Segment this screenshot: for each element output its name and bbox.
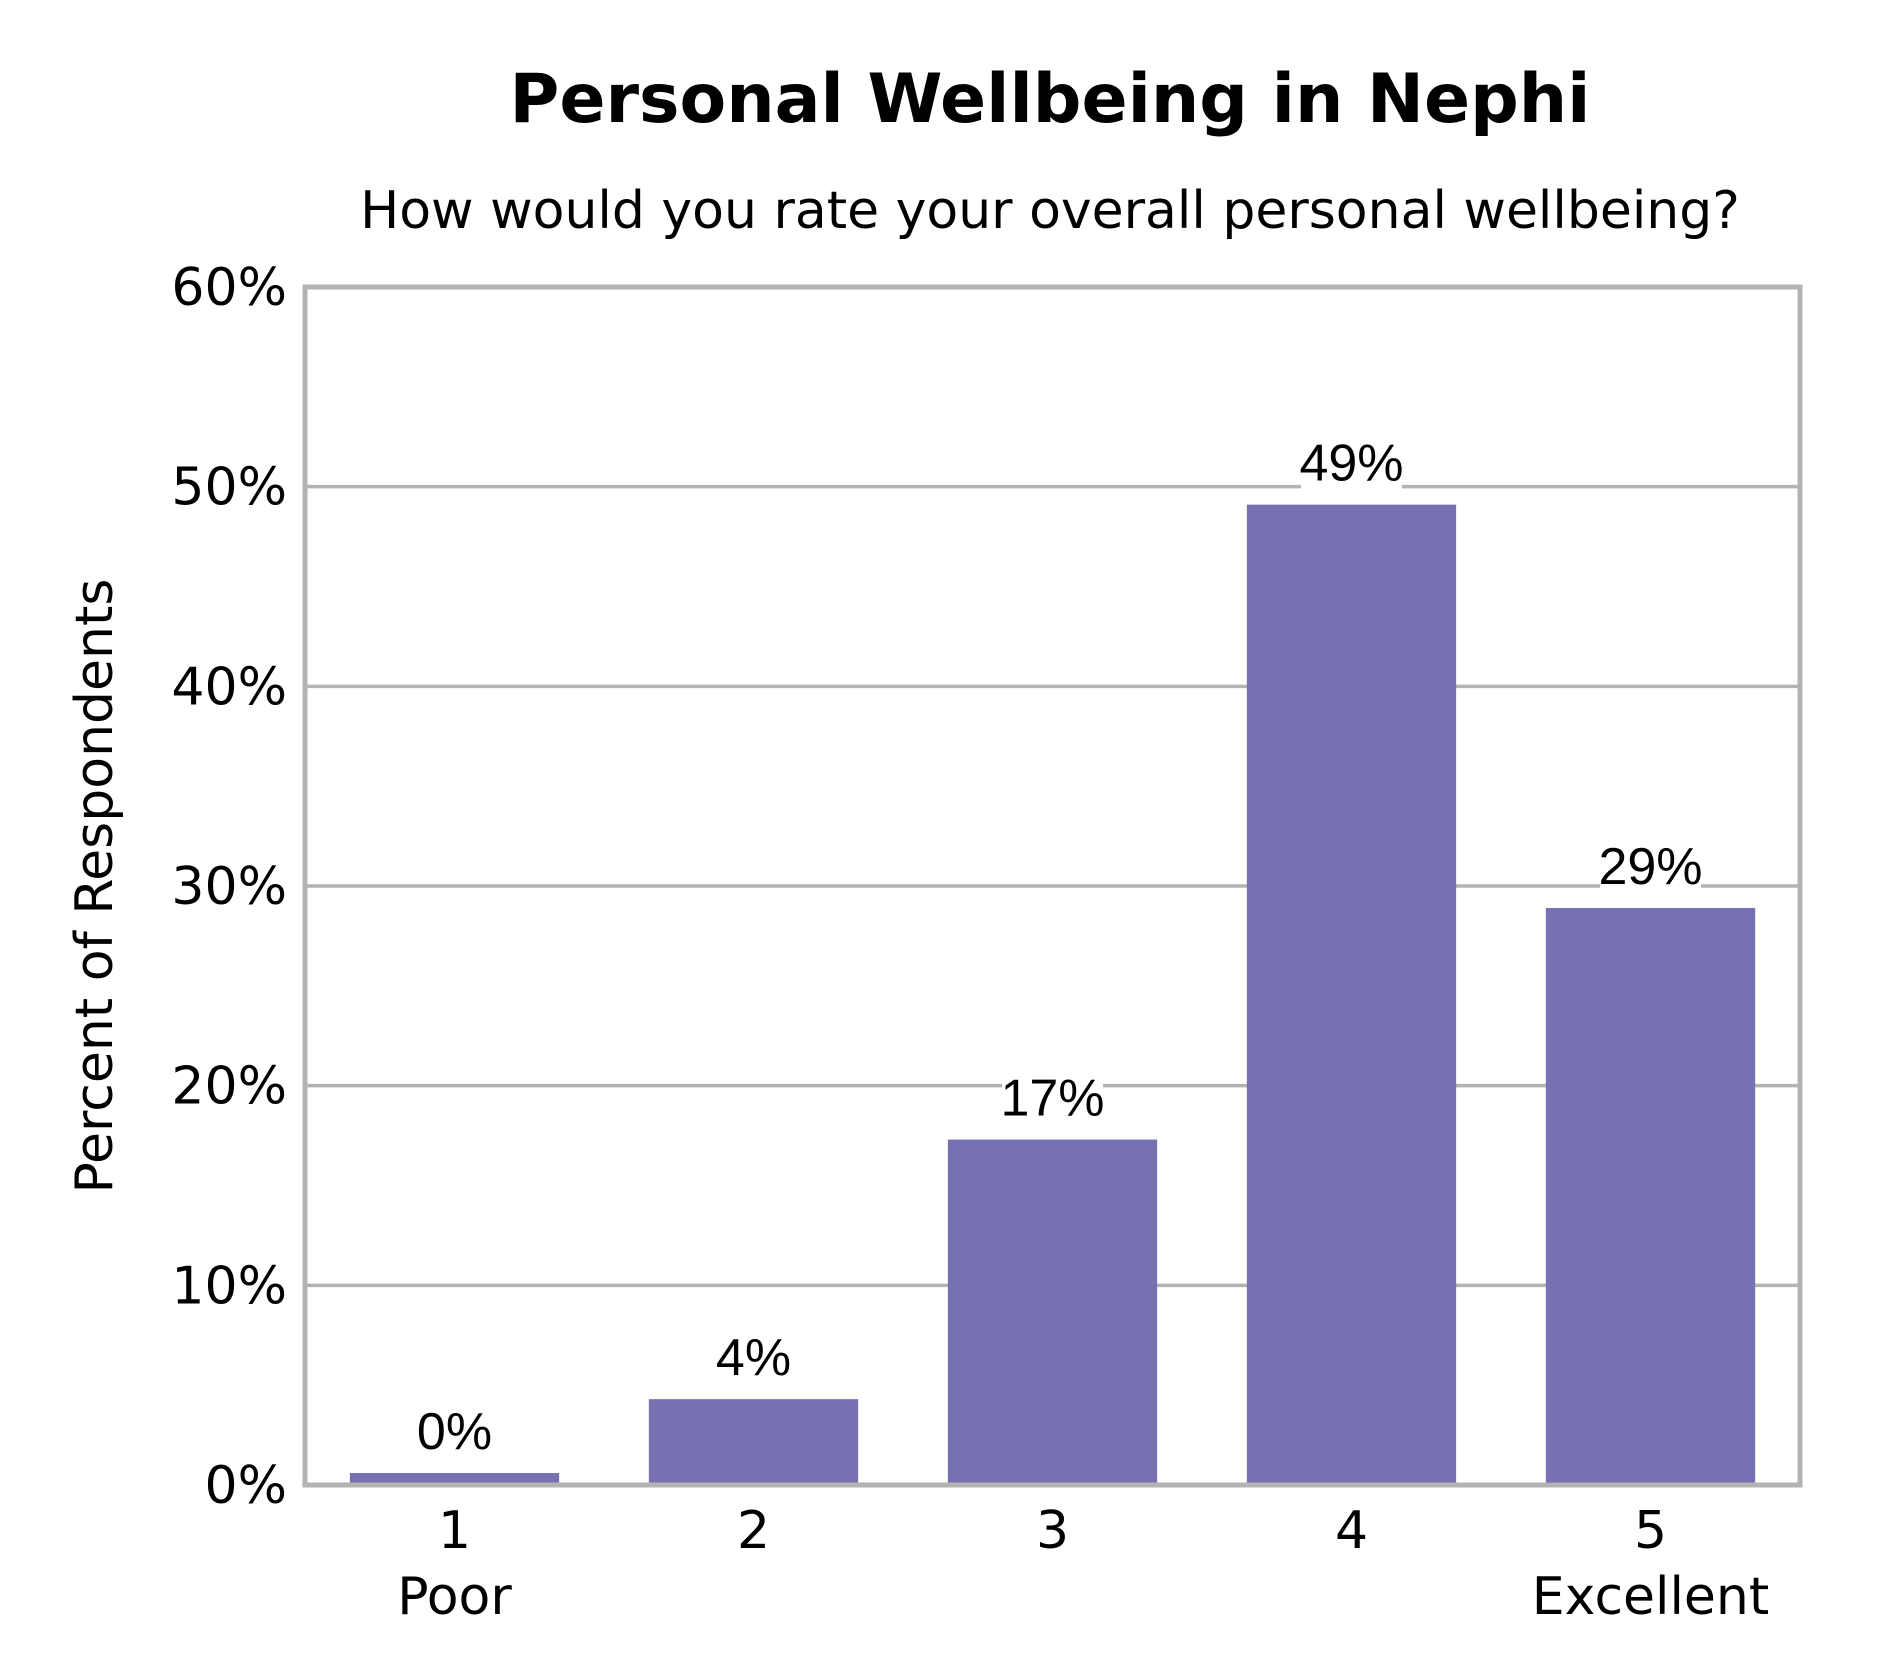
data-label-background bbox=[418, 1405, 491, 1462]
y-tick-label: 40% bbox=[171, 657, 287, 717]
data-label-3: 17% bbox=[1000, 1070, 1104, 1128]
data-label-5: 29% bbox=[1598, 838, 1702, 896]
x-tick-label-5: 5 bbox=[1634, 1501, 1667, 1561]
bar-5 bbox=[1545, 907, 1756, 1485]
y-tick-label: 60% bbox=[171, 258, 287, 318]
data-label-4: 49% bbox=[1299, 435, 1403, 493]
bars bbox=[349, 504, 1756, 1485]
data-label-background bbox=[1002, 1071, 1103, 1128]
bar-2 bbox=[648, 1399, 859, 1485]
y-tick-label: 30% bbox=[171, 857, 287, 917]
x-tick-label-3: 3 bbox=[1036, 1501, 1069, 1561]
bar-1 bbox=[349, 1473, 560, 1485]
y-tick-label: 50% bbox=[171, 458, 287, 518]
data-label-background bbox=[1600, 839, 1701, 896]
x-tick-sublabel-5: Excellent bbox=[1532, 1567, 1770, 1627]
y-tick-label: 0% bbox=[205, 1456, 288, 1516]
data-label-1: 0% bbox=[417, 1403, 492, 1461]
chart-subtitle: How would you rate your overall personal… bbox=[360, 181, 1740, 241]
x-tick-label-2: 2 bbox=[737, 1501, 770, 1561]
bar-3 bbox=[947, 1139, 1158, 1485]
y-tick-label: 10% bbox=[171, 1256, 287, 1316]
plot-area-border bbox=[302, 284, 1803, 1488]
chart-title: Personal Wellbeing in Nephi bbox=[510, 60, 1591, 139]
data-label-2: 4% bbox=[716, 1329, 791, 1387]
data-label-background bbox=[717, 1331, 790, 1388]
x-tick-sublabel-1: Poor bbox=[397, 1567, 512, 1627]
y-axis-title: Percent of Respondents bbox=[65, 579, 125, 1194]
x-tick-label-1: 1 bbox=[438, 1501, 471, 1561]
data-labels: 0% 4% 17% 49% 29% bbox=[417, 435, 1703, 1462]
y-axis-tick-labels: 0% 10% 20% 30% 40% 50% 60% bbox=[171, 258, 287, 1516]
bar-4 bbox=[1246, 504, 1457, 1485]
y-tick-label: 20% bbox=[171, 1057, 287, 1117]
x-tick-label-4: 4 bbox=[1335, 1501, 1368, 1561]
data-label-background bbox=[1301, 436, 1402, 493]
